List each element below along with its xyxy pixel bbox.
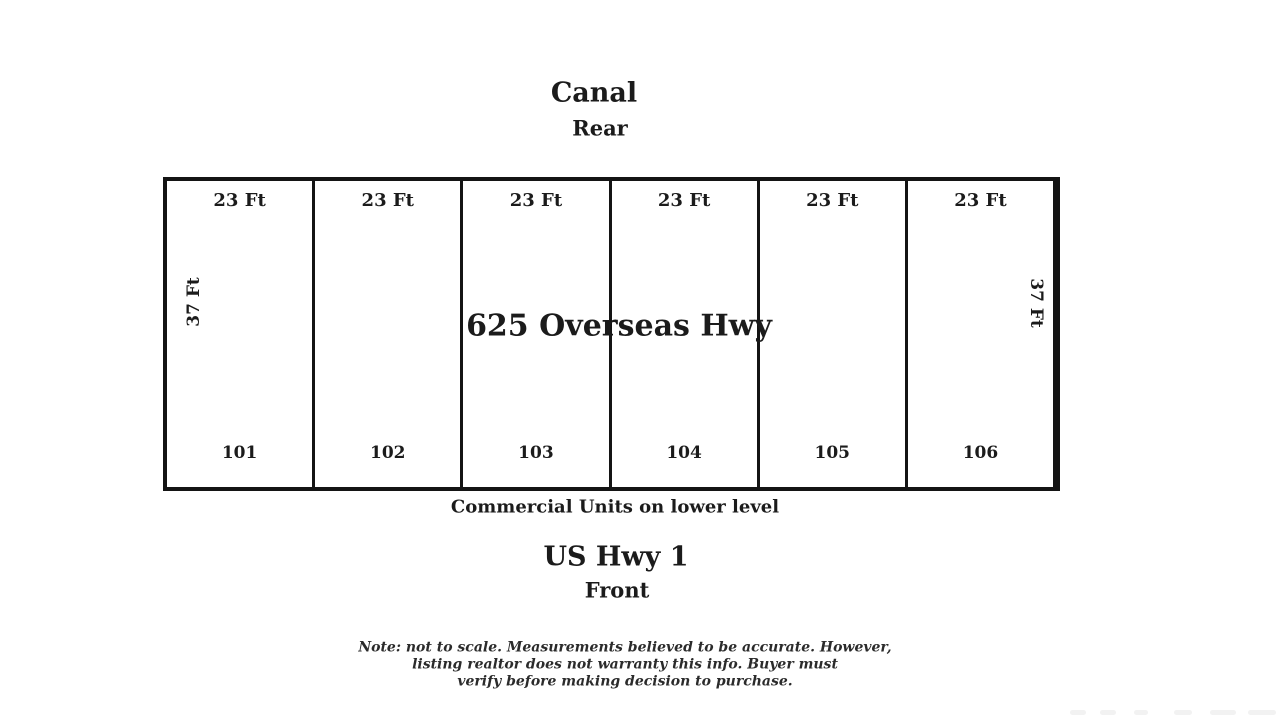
lower-level-note: Commercial Units on lower level: [450, 496, 780, 518]
rear-side-label: Rear: [572, 115, 628, 141]
parcel-outline: 23 Ft 101 23 Ft 102 23 Ft 103 23 Ft 104 …: [163, 177, 1060, 491]
front-street-name: US Hwy 1: [543, 541, 689, 573]
unit-cell-105: 23 Ft 105: [760, 181, 908, 487]
scan-artifact-marks: [1062, 709, 1280, 716]
unit-number-label: 101: [221, 443, 258, 463]
unit-number-label: 104: [666, 443, 702, 463]
disclaimer-line: Note: not to scale. Measurements believe…: [358, 639, 892, 656]
disclaimer-note: Note: not to scale. Measurements believe…: [358, 640, 891, 691]
scan-smudge: [1100, 710, 1116, 715]
unit-cell-103: 23 Ft 103: [463, 181, 612, 487]
unit-width-label: 23 Ft: [509, 190, 563, 211]
unit-width-label: 23 Ft: [806, 190, 859, 211]
unit-number-label: 106: [962, 443, 999, 463]
front-side-label: Front: [584, 577, 650, 603]
unit-cell-101: 23 Ft 101: [167, 181, 316, 487]
unit-width-label: 23 Ft: [361, 190, 414, 211]
unit-cell-106: 23 Ft 106: [908, 181, 1057, 487]
depth-label-right: 37 Ft: [1026, 278, 1046, 328]
disclaimer-line: verify before making decision to purchas…: [457, 673, 793, 690]
unit-number-label: 103: [518, 443, 554, 463]
unit-width-label: 23 Ft: [213, 190, 266, 211]
disclaimer-line: listing realtor does not warranty this i…: [412, 656, 838, 673]
scan-smudge: [1248, 710, 1276, 715]
property-address-title: 625 Overseas Hwy: [466, 308, 772, 344]
scan-smudge: [1134, 710, 1148, 715]
scan-smudge: [1070, 710, 1086, 715]
unit-width-label: 23 Ft: [954, 190, 1007, 211]
unit-number-label: 105: [814, 443, 851, 463]
unit-cell-102: 23 Ft 102: [315, 181, 464, 487]
unit-width-label: 23 Ft: [657, 190, 711, 211]
rear-street-name: Canal: [550, 77, 638, 109]
unit-number-label: 102: [370, 443, 406, 463]
depth-label-left: 37 Ft: [184, 277, 204, 327]
scan-smudge: [1174, 710, 1192, 715]
scan-smudge: [1210, 710, 1236, 715]
unit-cell-104: 23 Ft 104: [612, 181, 760, 487]
